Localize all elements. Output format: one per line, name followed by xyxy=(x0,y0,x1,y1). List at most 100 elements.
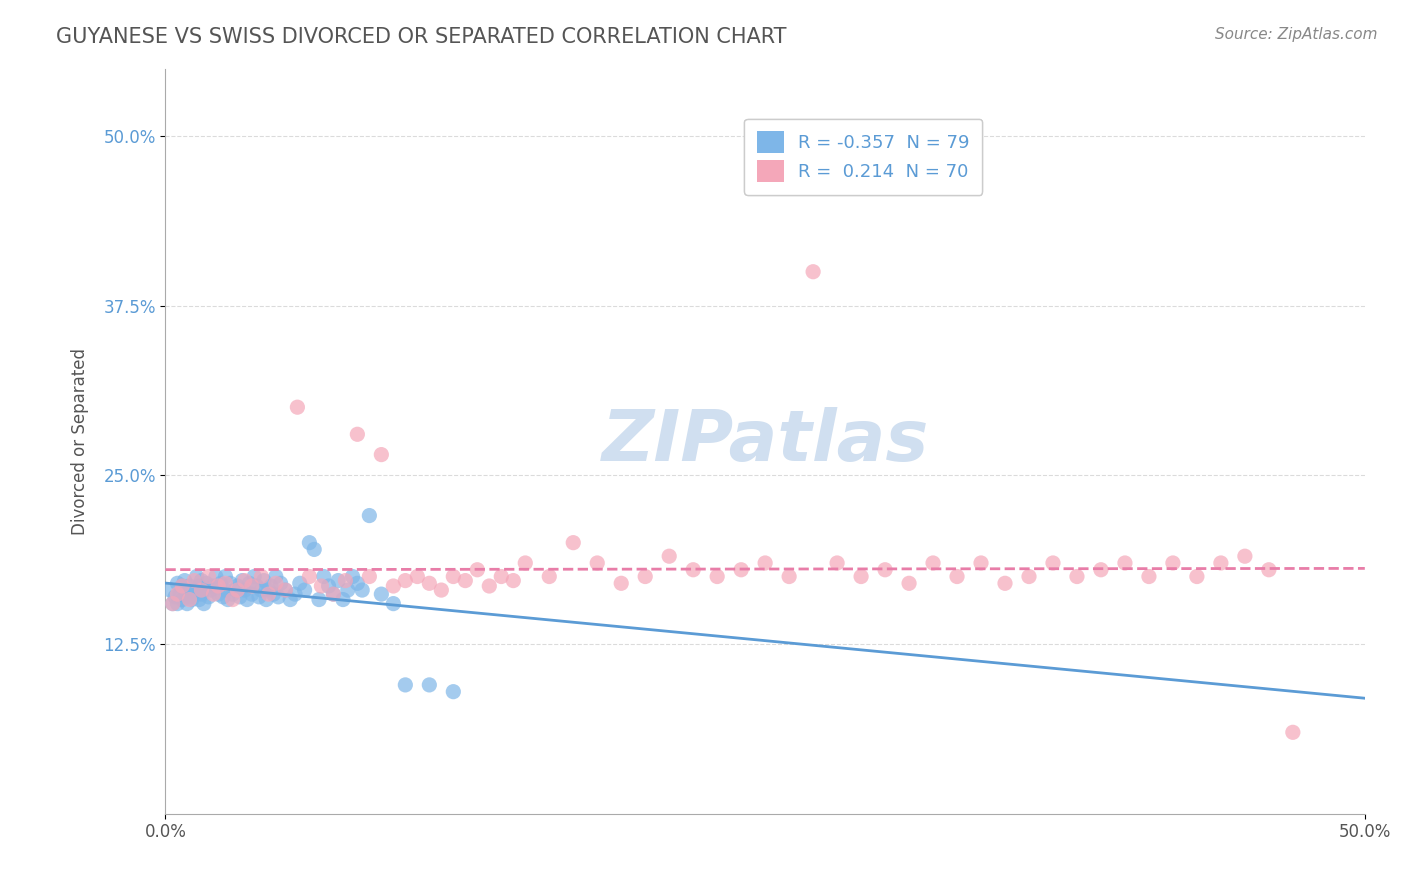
Point xyxy=(346,427,368,442)
Point xyxy=(849,569,872,583)
Point xyxy=(284,587,307,601)
Point xyxy=(875,563,897,577)
Point xyxy=(1185,569,1208,583)
Point xyxy=(634,569,657,583)
Point xyxy=(441,569,464,583)
Point xyxy=(359,569,381,583)
Text: GUYANESE VS SWISS DIVORCED OR SEPARATED CORRELATION CHART: GUYANESE VS SWISS DIVORCED OR SEPARATED … xyxy=(56,27,787,46)
Point xyxy=(214,569,236,583)
Point xyxy=(1018,569,1040,583)
Point xyxy=(180,592,202,607)
Point xyxy=(298,535,321,549)
Point xyxy=(217,592,239,607)
Point xyxy=(946,569,969,583)
Point xyxy=(586,556,609,570)
Point xyxy=(754,556,776,570)
Point xyxy=(394,574,416,588)
Point xyxy=(233,574,256,588)
Point xyxy=(278,592,301,607)
Point xyxy=(169,587,191,601)
Point xyxy=(1161,556,1184,570)
Point xyxy=(1114,556,1136,570)
Point xyxy=(221,592,243,607)
Y-axis label: Divorced or Separated: Divorced or Separated xyxy=(72,348,89,534)
Point xyxy=(214,583,236,598)
Point xyxy=(418,678,440,692)
Point xyxy=(264,576,287,591)
Point xyxy=(394,678,416,692)
Point xyxy=(219,576,242,591)
Point xyxy=(352,583,374,598)
Point xyxy=(186,587,208,601)
Point xyxy=(502,574,524,588)
Point xyxy=(173,574,195,588)
Point xyxy=(706,569,728,583)
Point xyxy=(226,583,249,598)
Point xyxy=(332,592,354,607)
Point xyxy=(478,579,501,593)
Point xyxy=(311,579,333,593)
Text: ZIPatlas: ZIPatlas xyxy=(602,407,929,475)
Point xyxy=(166,587,188,601)
Point xyxy=(302,542,325,557)
Point xyxy=(254,592,277,607)
Point xyxy=(179,579,201,593)
Point xyxy=(322,587,344,601)
Point xyxy=(898,576,921,591)
Point xyxy=(233,583,256,598)
Point xyxy=(190,583,212,598)
Point xyxy=(188,592,211,607)
Point xyxy=(262,587,284,601)
Point xyxy=(172,579,194,593)
Point xyxy=(250,583,273,598)
Point xyxy=(465,563,488,577)
Point xyxy=(406,569,429,583)
Point xyxy=(491,569,513,583)
Point xyxy=(370,448,392,462)
Point xyxy=(207,579,229,593)
Point xyxy=(1233,549,1256,564)
Point xyxy=(342,569,364,583)
Point xyxy=(730,563,752,577)
Point xyxy=(658,549,681,564)
Point xyxy=(308,592,330,607)
Point xyxy=(270,576,292,591)
Point xyxy=(322,587,344,601)
Point xyxy=(825,556,848,570)
Point xyxy=(359,508,381,523)
Point xyxy=(166,597,188,611)
Point xyxy=(214,576,236,591)
Point xyxy=(418,576,440,591)
Point xyxy=(430,583,453,598)
Point xyxy=(209,576,232,591)
Point xyxy=(221,587,243,601)
Point xyxy=(1066,569,1088,583)
Point xyxy=(162,597,184,611)
Point xyxy=(454,574,477,588)
Point xyxy=(247,590,270,604)
Point xyxy=(226,579,249,593)
Point xyxy=(1257,563,1279,577)
Point xyxy=(246,579,269,593)
Point xyxy=(243,569,266,583)
Point xyxy=(212,590,235,604)
Point xyxy=(335,574,357,588)
Point xyxy=(229,590,252,604)
Point xyxy=(922,556,945,570)
Point xyxy=(778,569,800,583)
Point xyxy=(267,590,290,604)
Point xyxy=(994,576,1017,591)
Point xyxy=(179,592,201,607)
Point xyxy=(515,556,537,570)
Point xyxy=(682,563,704,577)
Point xyxy=(312,569,335,583)
Point xyxy=(346,576,368,591)
Point xyxy=(200,583,222,598)
Point xyxy=(172,579,194,593)
Point xyxy=(538,569,561,583)
Point xyxy=(610,576,633,591)
Point xyxy=(562,535,585,549)
Point xyxy=(257,587,280,601)
Point xyxy=(250,569,273,583)
Point xyxy=(260,579,283,593)
